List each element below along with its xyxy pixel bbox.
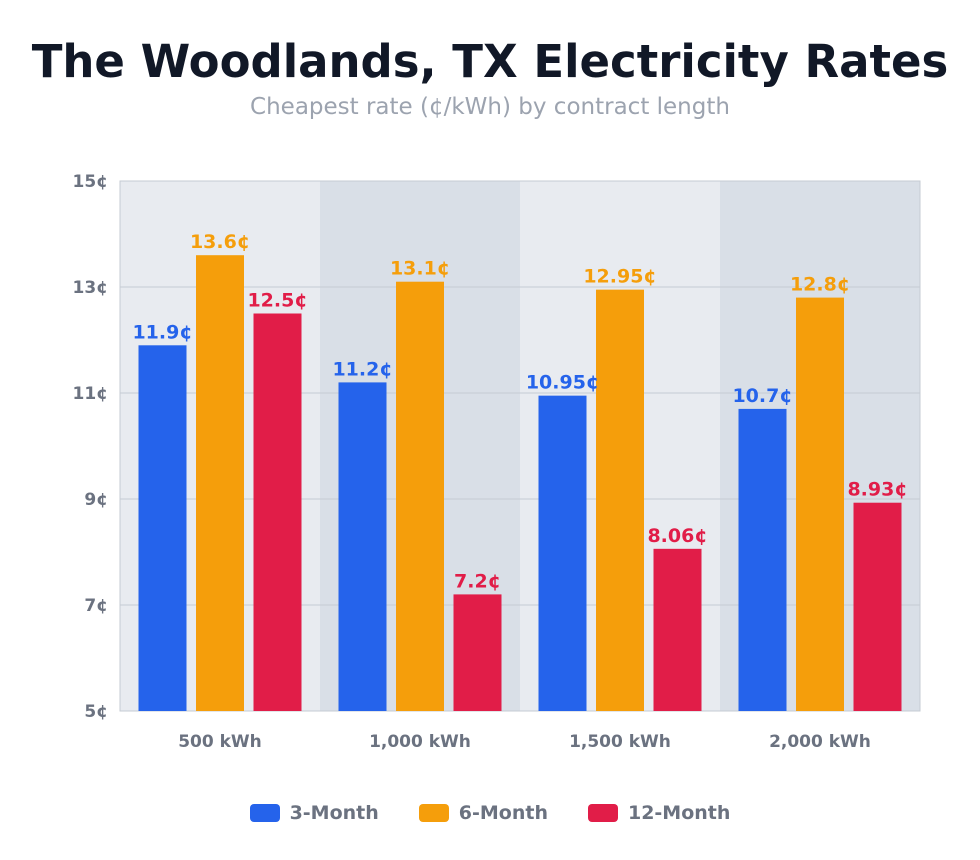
data-label: 7.2¢	[454, 570, 501, 592]
bar	[138, 345, 187, 711]
data-label: 13.6¢	[190, 231, 250, 253]
chart-title: The Woodlands, TX Electricity Rates	[31, 35, 949, 88]
bar	[538, 395, 587, 711]
data-label: 11.9¢	[132, 321, 192, 343]
chart-subtitle: Cheapest rate (¢/kWh) by contract length	[250, 94, 730, 120]
legend-swatch-12-month	[587, 804, 618, 822]
y-tick-label: 11¢	[73, 384, 109, 404]
y-tick-label: 13¢	[73, 278, 109, 298]
bar	[653, 548, 702, 711]
data-label: 13.1¢	[390, 258, 450, 280]
data-label: 10.95¢	[526, 372, 599, 394]
bar	[253, 313, 302, 711]
data-label: 8.06¢	[647, 525, 707, 547]
y-axis: 5¢ 7¢ 9¢ 11¢ 13¢ 15¢	[73, 172, 109, 722]
x-tick-label: 1,000 kWh	[369, 732, 471, 752]
data-labels: 11.9¢ 13.6¢ 12.5¢ 11.2¢ 13.1¢ 7.2¢ 10.95¢ 12.95…	[132, 231, 907, 592]
bar	[453, 594, 502, 711]
bar	[738, 408, 787, 711]
legend-item-12-month: 12-Month	[587, 802, 731, 824]
data-label: 12.5¢	[247, 290, 307, 312]
x-tick-label: 1,500 kWh	[569, 732, 671, 752]
x-tick-label: 500 kWh	[178, 732, 262, 752]
legend: 3-Month 6-Month 12-Month	[0, 802, 980, 824]
legend-swatch-3-month	[249, 804, 280, 822]
bar	[338, 382, 387, 711]
legend-label-3-month: 3-Month	[289, 802, 379, 824]
legend-label-12-month: 12-Month	[627, 802, 731, 824]
data-label: 10.7¢	[732, 385, 792, 407]
bar	[196, 255, 244, 711]
data-label: 8.93¢	[847, 479, 907, 501]
data-label: 11.2¢	[332, 358, 392, 380]
legend-item-3-month: 3-Month	[249, 802, 379, 824]
legend-swatch-6-month	[418, 804, 449, 822]
bar	[853, 502, 902, 711]
data-label: 12.8¢	[790, 274, 850, 296]
legend-label-6-month: 6-Month	[458, 802, 548, 824]
y-tick-label: 7¢	[84, 596, 108, 616]
bar	[396, 281, 444, 711]
gridlines	[120, 180, 920, 712]
x-axis: 500 kWh 1,000 kWh 1,500 kWh 2,000 kWh	[178, 732, 871, 752]
legend-item-6-month: 6-Month	[418, 802, 548, 824]
bar	[796, 297, 844, 711]
data-label: 12.95¢	[583, 266, 656, 288]
y-tick-label: 9¢	[84, 490, 108, 510]
bars	[138, 255, 902, 711]
y-tick-label: 15¢	[73, 172, 109, 192]
y-tick-label: 5¢	[84, 702, 108, 722]
x-tick-label: 2,000 kWh	[769, 732, 871, 752]
bar	[596, 289, 644, 711]
